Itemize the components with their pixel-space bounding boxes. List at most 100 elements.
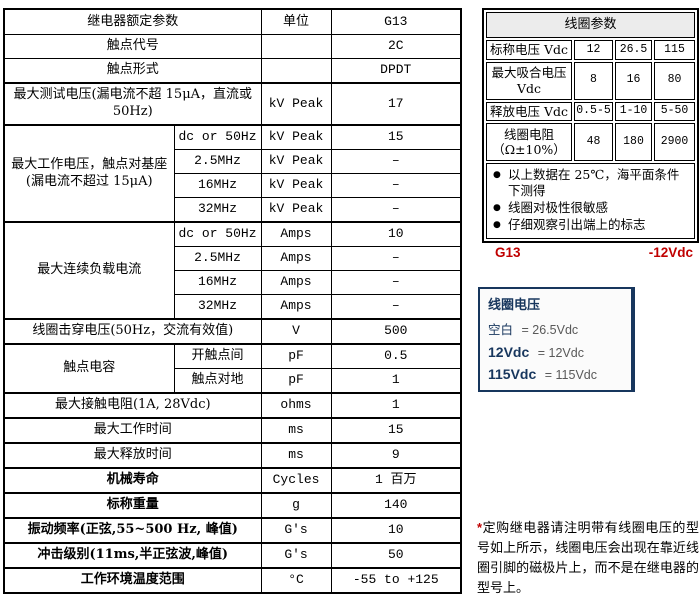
unit-cell: kV Peak (260, 173, 332, 198)
value-cell: 16 (615, 61, 652, 100)
table-row: 触点电容 开触点间 pF 0.5 (3, 343, 462, 394)
param-cell: 最大工作时间 (3, 417, 262, 444)
value-cell: 8 (574, 61, 613, 100)
condition-cell: 触点对地 (173, 368, 262, 394)
legend-code: 115Vdc (488, 366, 537, 382)
value-cell: – (330, 246, 462, 271)
param-cell: 最大测试电压(漏电流不超 15μA，直流或50Hz) (3, 82, 262, 126)
param-cell: 触点电容 (3, 343, 175, 394)
coil-param-cell: 释放电压 Vdc (486, 101, 572, 122)
coil-note-text: 线圈对极性很敏感 (508, 200, 609, 216)
part-number-line: G13 -12Vdc (482, 245, 693, 260)
value-cell: – (330, 149, 462, 174)
condition-cell: 2.5MHz (173, 149, 262, 174)
unit-cell: pF (260, 368, 332, 394)
unit-cell: V (260, 318, 332, 345)
unit-cell: ms (260, 417, 332, 444)
table-row: 最大测试电压(漏电流不超 15μA，直流或50Hz) kV Peak 17 (3, 82, 462, 126)
bullet-icon: ● (493, 170, 501, 181)
value-cell: 1 (330, 368, 462, 394)
condition-cell: 16MHz (173, 173, 262, 198)
table-row: 最大工作电压，触点对基座(漏电流不超过 15μA) dc or 50Hz kV … (3, 124, 462, 223)
value-cell: 15 (330, 417, 462, 444)
coil-header-row: 线圈参数 (486, 12, 696, 38)
param-cell: 最大连续负载电流 (3, 221, 175, 320)
condition-cell: 2.5MHz (173, 246, 262, 271)
table-row: 最大释放时间 ms 9 (3, 442, 462, 469)
table-row: 32MHz kV Peak – (4, 197, 462, 223)
param-cell: 工作环境温度范围 (3, 567, 262, 594)
bullet-icon: ● (493, 203, 501, 214)
table-row: 2.5MHz Amps – (4, 246, 462, 271)
condition-cell: 16MHz (173, 270, 262, 295)
table-row: 释放电压 Vdc 0.5-5 1-10 5-50 (486, 101, 696, 122)
value-cell: 10 (330, 517, 462, 544)
legend-entry: 115Vdc = 115Vdc (488, 366, 623, 382)
legend-value: = 115Vdc (544, 368, 597, 382)
param-cell: 最大接触电阻(1A, 28Vdc) (3, 392, 262, 419)
table-row: 冲击级别(11ms,半正弦波,峰值) G's 50 (3, 542, 462, 569)
table-row: 最大接触电阻(1A, 28Vdc) ohms 1 (3, 392, 462, 419)
relay-spec-table: 继电器额定参数 单位 G13 触点代号 2C 触点形式 DPDT 最大测试电压(… (3, 8, 463, 594)
legend-code: 空白 (488, 322, 514, 337)
series-label: G13 (495, 245, 521, 260)
param-cell: 冲击级别(11ms,半正弦波,峰值) (3, 542, 262, 569)
unit-cell: Amps (260, 294, 332, 320)
value-cell: 48 (574, 123, 613, 162)
table-row: 机械寿命 Cycles 1 百万 (3, 467, 462, 494)
param-cell: 线圈击穿电压(50Hz，交流有效值) (3, 318, 262, 345)
value-cell: 1 百万 (330, 467, 462, 494)
value-cell: 500 (330, 318, 462, 345)
coil-note: ● 仔细观察引出端上的标志 (491, 217, 691, 233)
value-cell: – (330, 197, 462, 223)
table-row: 触点代号 2C (3, 34, 462, 59)
table-row: 线圈击穿电压(50Hz，交流有效值) V 500 (3, 318, 462, 345)
value-cell: – (330, 173, 462, 198)
condition-cell: dc or 50Hz (173, 124, 262, 150)
coil-note-text: 仔细观察引出端上的标志 (508, 217, 646, 233)
value-cell: – (330, 270, 462, 295)
legend-code: 12Vdc (488, 344, 530, 360)
unit-cell: G's (260, 517, 332, 544)
param-cell: 机械寿命 (3, 467, 262, 494)
model-column-header: G13 (330, 8, 462, 35)
condition-cell: 开触点间 (173, 343, 262, 369)
table-row: 线圈电阻 （Ω±10%） 48 180 2900 (486, 123, 696, 162)
condition-cell: 32MHz (173, 294, 262, 320)
unit-cell: Amps (260, 221, 332, 247)
asterisk-marker: * (477, 520, 483, 535)
coil-parameters-table: 线圈参数 标称电压 Vdc 12 26.5 115 最大吸合电压 Vdc 8 1… (482, 8, 700, 244)
value-cell: -55 to +125 (330, 567, 462, 594)
unit-cell: Amps (260, 246, 332, 271)
coil-notes-row: ● 以上数据在 25℃，海平面条件下测得 ● 线圈对极性很敏感 ● 仔细观察引出… (486, 163, 696, 240)
legend-value: = 12Vdc (537, 346, 584, 360)
unit-cell: °C (260, 567, 332, 594)
unit-cell: kV Peak (260, 197, 332, 223)
value-cell: 12 (574, 40, 613, 60)
table-row: 最大工作时间 ms 15 (3, 417, 462, 444)
legend-entry: 12Vdc = 12Vdc (488, 344, 623, 360)
coil-param-cell: 最大吸合电压 Vdc (486, 61, 572, 100)
table-title: 继电器额定参数 (3, 8, 262, 35)
coil-note: ● 以上数据在 25℃，海平面条件下测得 (491, 167, 691, 199)
param-cell: 最大释放时间 (3, 442, 262, 469)
table-row: 标称重量 g 140 (3, 492, 462, 519)
condition-cell: dc or 50Hz (173, 221, 262, 247)
table-row: 最大吸合电压 Vdc 8 16 80 (486, 61, 696, 100)
unit-cell (260, 58, 332, 84)
value-cell: 50 (330, 542, 462, 569)
value-cell: 1 (330, 392, 462, 419)
value-cell: 1-10 (615, 101, 652, 122)
unit-cell (260, 34, 332, 59)
table-row: 触点对地 pF 1 (4, 368, 462, 394)
coil-table-title: 线圈参数 (486, 12, 696, 38)
table-row: 16MHz kV Peak – (4, 173, 462, 198)
coil-note-text: 以上数据在 25℃，海平面条件下测得 (508, 167, 680, 199)
value-cell: 115 (654, 40, 696, 60)
unit-cell: G's (260, 542, 332, 569)
param-cell: 标称重量 (3, 492, 262, 519)
param-cell: 最大工作电压，触点对基座(漏电流不超过 15μA) (3, 124, 175, 223)
unit-cell: ms (260, 442, 332, 469)
unit-cell: kV Peak (260, 149, 332, 174)
